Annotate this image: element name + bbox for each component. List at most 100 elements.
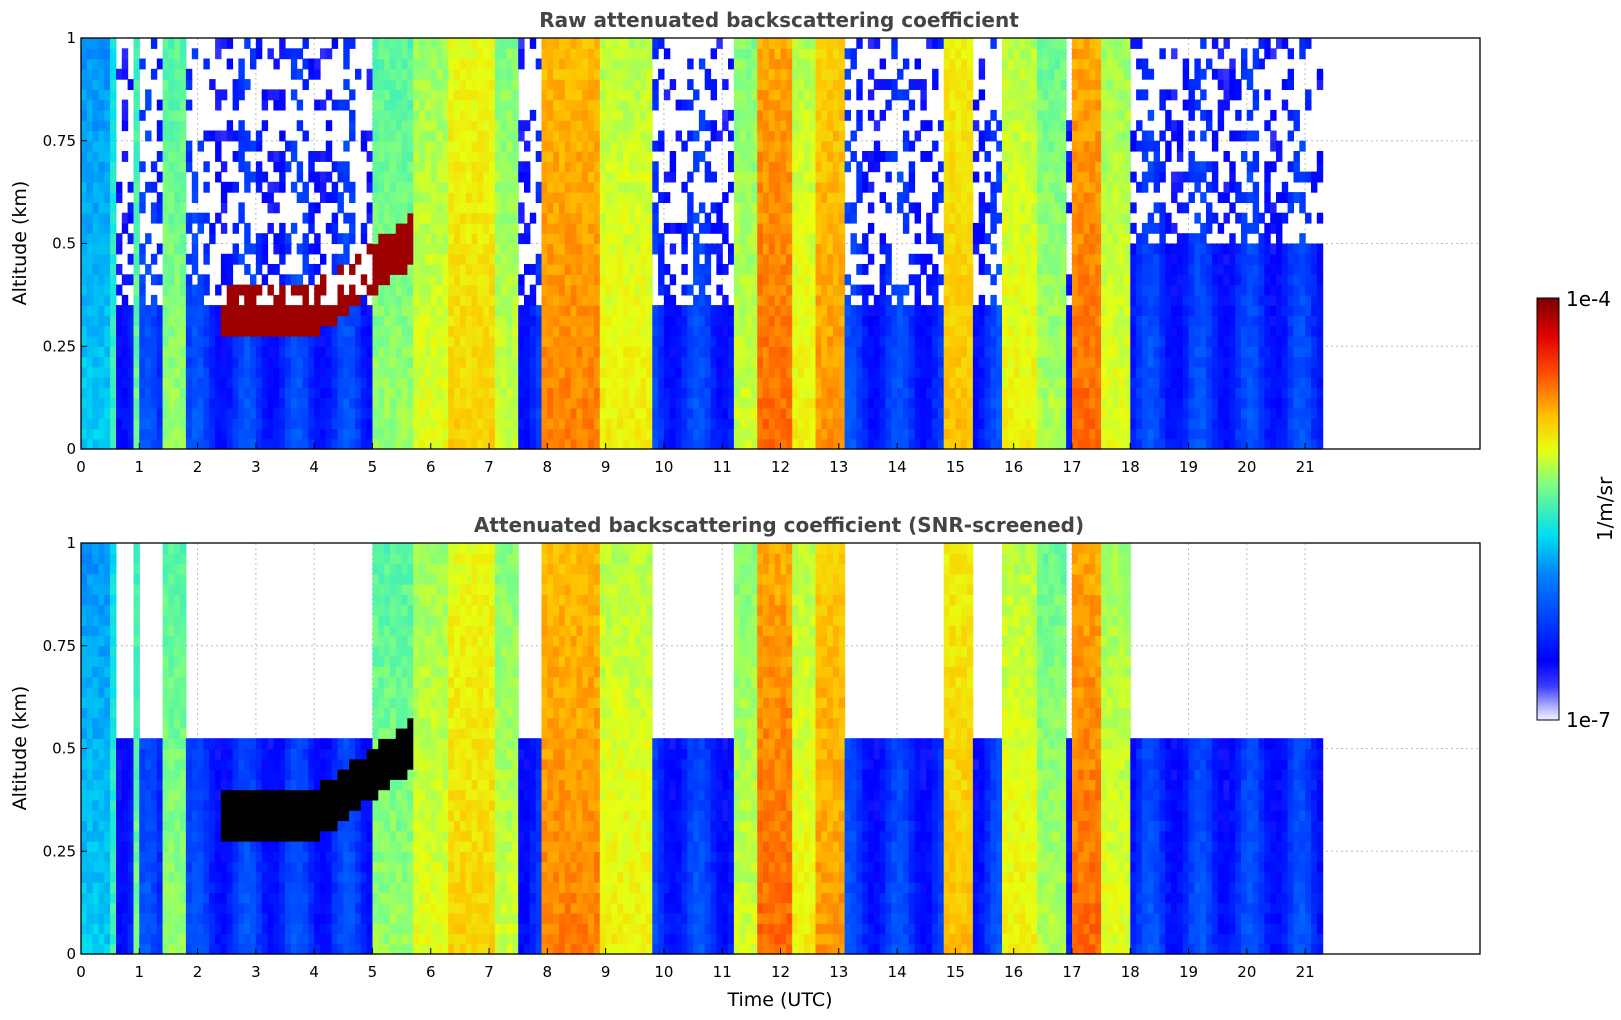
heatmap-cell (250, 366, 257, 378)
heatmap-cell (961, 264, 968, 275)
heatmap-cell (768, 305, 776, 316)
heatmap-cell (401, 387, 408, 399)
heatmap-cell (325, 407, 333, 419)
heatmap-cell (576, 192, 583, 203)
heatmap-cell (967, 387, 974, 399)
heatmap-cell (949, 336, 956, 347)
heatmap-cell (628, 274, 636, 286)
heatmap-cell (81, 109, 88, 121)
heatmap-cell (535, 130, 543, 142)
heatmap-cell (98, 346, 105, 358)
heatmap-cell (885, 171, 892, 183)
heatmap-cell (506, 130, 513, 142)
heatmap-cell (798, 181, 805, 193)
heatmap-cell (704, 305, 712, 316)
heatmap-cell (902, 387, 910, 399)
heatmap-cell (576, 315, 583, 327)
heatmap-cell (215, 356, 222, 368)
heatmap-cell (984, 366, 991, 378)
heatmap-cell (209, 407, 216, 419)
heatmap-cell (524, 377, 531, 388)
heatmap-cell (780, 438, 787, 450)
heatmap-cell (325, 387, 333, 399)
heatmap-cell (920, 428, 927, 440)
heatmap-cell (623, 171, 630, 183)
heatmap-cell (634, 305, 642, 316)
heatmap-cell (681, 428, 688, 440)
heatmap-cell (885, 151, 892, 162)
heatmap-cell (384, 428, 391, 440)
heatmap-cell (891, 336, 898, 347)
heatmap-cell (302, 428, 309, 440)
heatmap-cell (751, 387, 758, 399)
heatmap-cell (436, 79, 443, 90)
heatmap-cell (809, 284, 816, 296)
heatmap-cell (803, 294, 811, 306)
heatmap-cell (506, 325, 513, 337)
heatmap-cell (885, 305, 892, 316)
heatmap-cell (978, 336, 986, 347)
heatmap-cell (395, 294, 403, 306)
heatmap-cell (943, 253, 951, 265)
heatmap-cell (757, 222, 764, 234)
heatmap-cell (215, 366, 222, 378)
heatmap-cell (803, 68, 811, 80)
heatmap-cell (833, 264, 840, 275)
heatmap-cell (576, 202, 583, 214)
heatmap-cell (879, 397, 886, 409)
heatmap-cell (786, 109, 793, 121)
heatmap-cell (150, 346, 158, 358)
heatmap-cell (343, 356, 350, 368)
heatmap-cell (454, 171, 461, 183)
heatmap-cell (494, 418, 502, 430)
heatmap-cell (185, 428, 193, 440)
heatmap-cell (226, 264, 234, 275)
heatmap-cell (360, 140, 368, 152)
heatmap-cell (827, 336, 834, 347)
heatmap-cell (320, 377, 327, 388)
heatmap-cell (576, 171, 583, 183)
heatmap-cell (442, 222, 449, 234)
heatmap-cell (477, 222, 484, 234)
heatmap-cell (238, 366, 245, 378)
heatmap-cell (798, 120, 805, 132)
heatmap-cell (652, 79, 659, 90)
heatmap-cell (564, 397, 572, 409)
heatmap-cell (308, 366, 315, 378)
heatmap-cell (226, 325, 234, 337)
heatmap-cell (658, 274, 665, 286)
heatmap-cell (582, 58, 589, 70)
heatmap-cell (389, 284, 397, 296)
heatmap-cell (698, 294, 706, 306)
heatmap-cell (448, 222, 455, 234)
heatmap-cell (745, 161, 752, 173)
heatmap-cell (885, 356, 892, 368)
heatmap-cell (500, 89, 508, 101)
heatmap-cell (675, 222, 682, 234)
heatmap-cell (355, 438, 362, 450)
heatmap-cell (355, 294, 362, 306)
heatmap-cell (127, 212, 134, 224)
heatmap-cell (162, 274, 169, 286)
heatmap-cell (185, 212, 193, 224)
heatmap-cell (524, 366, 531, 378)
heatmap-cell (955, 346, 962, 358)
heatmap-cell (856, 161, 863, 173)
heatmap-cell (494, 171, 502, 183)
heatmap-cell (821, 140, 828, 152)
heatmap-cell (961, 407, 968, 419)
heatmap-cell (518, 438, 525, 450)
heatmap-cell (838, 264, 846, 275)
heatmap-cell (652, 315, 659, 327)
heatmap-cell (279, 284, 286, 296)
heatmap-cell (378, 315, 385, 327)
heatmap-cell (628, 140, 636, 152)
heatmap-cell (902, 418, 910, 430)
heatmap-cell (203, 284, 210, 296)
heatmap-cell (506, 407, 513, 419)
heatmap-cell (506, 120, 513, 132)
heatmap-cell (594, 222, 601, 234)
heatmap-cell (174, 325, 181, 337)
heatmap-cell (663, 397, 671, 409)
heatmap-cell (168, 161, 175, 173)
